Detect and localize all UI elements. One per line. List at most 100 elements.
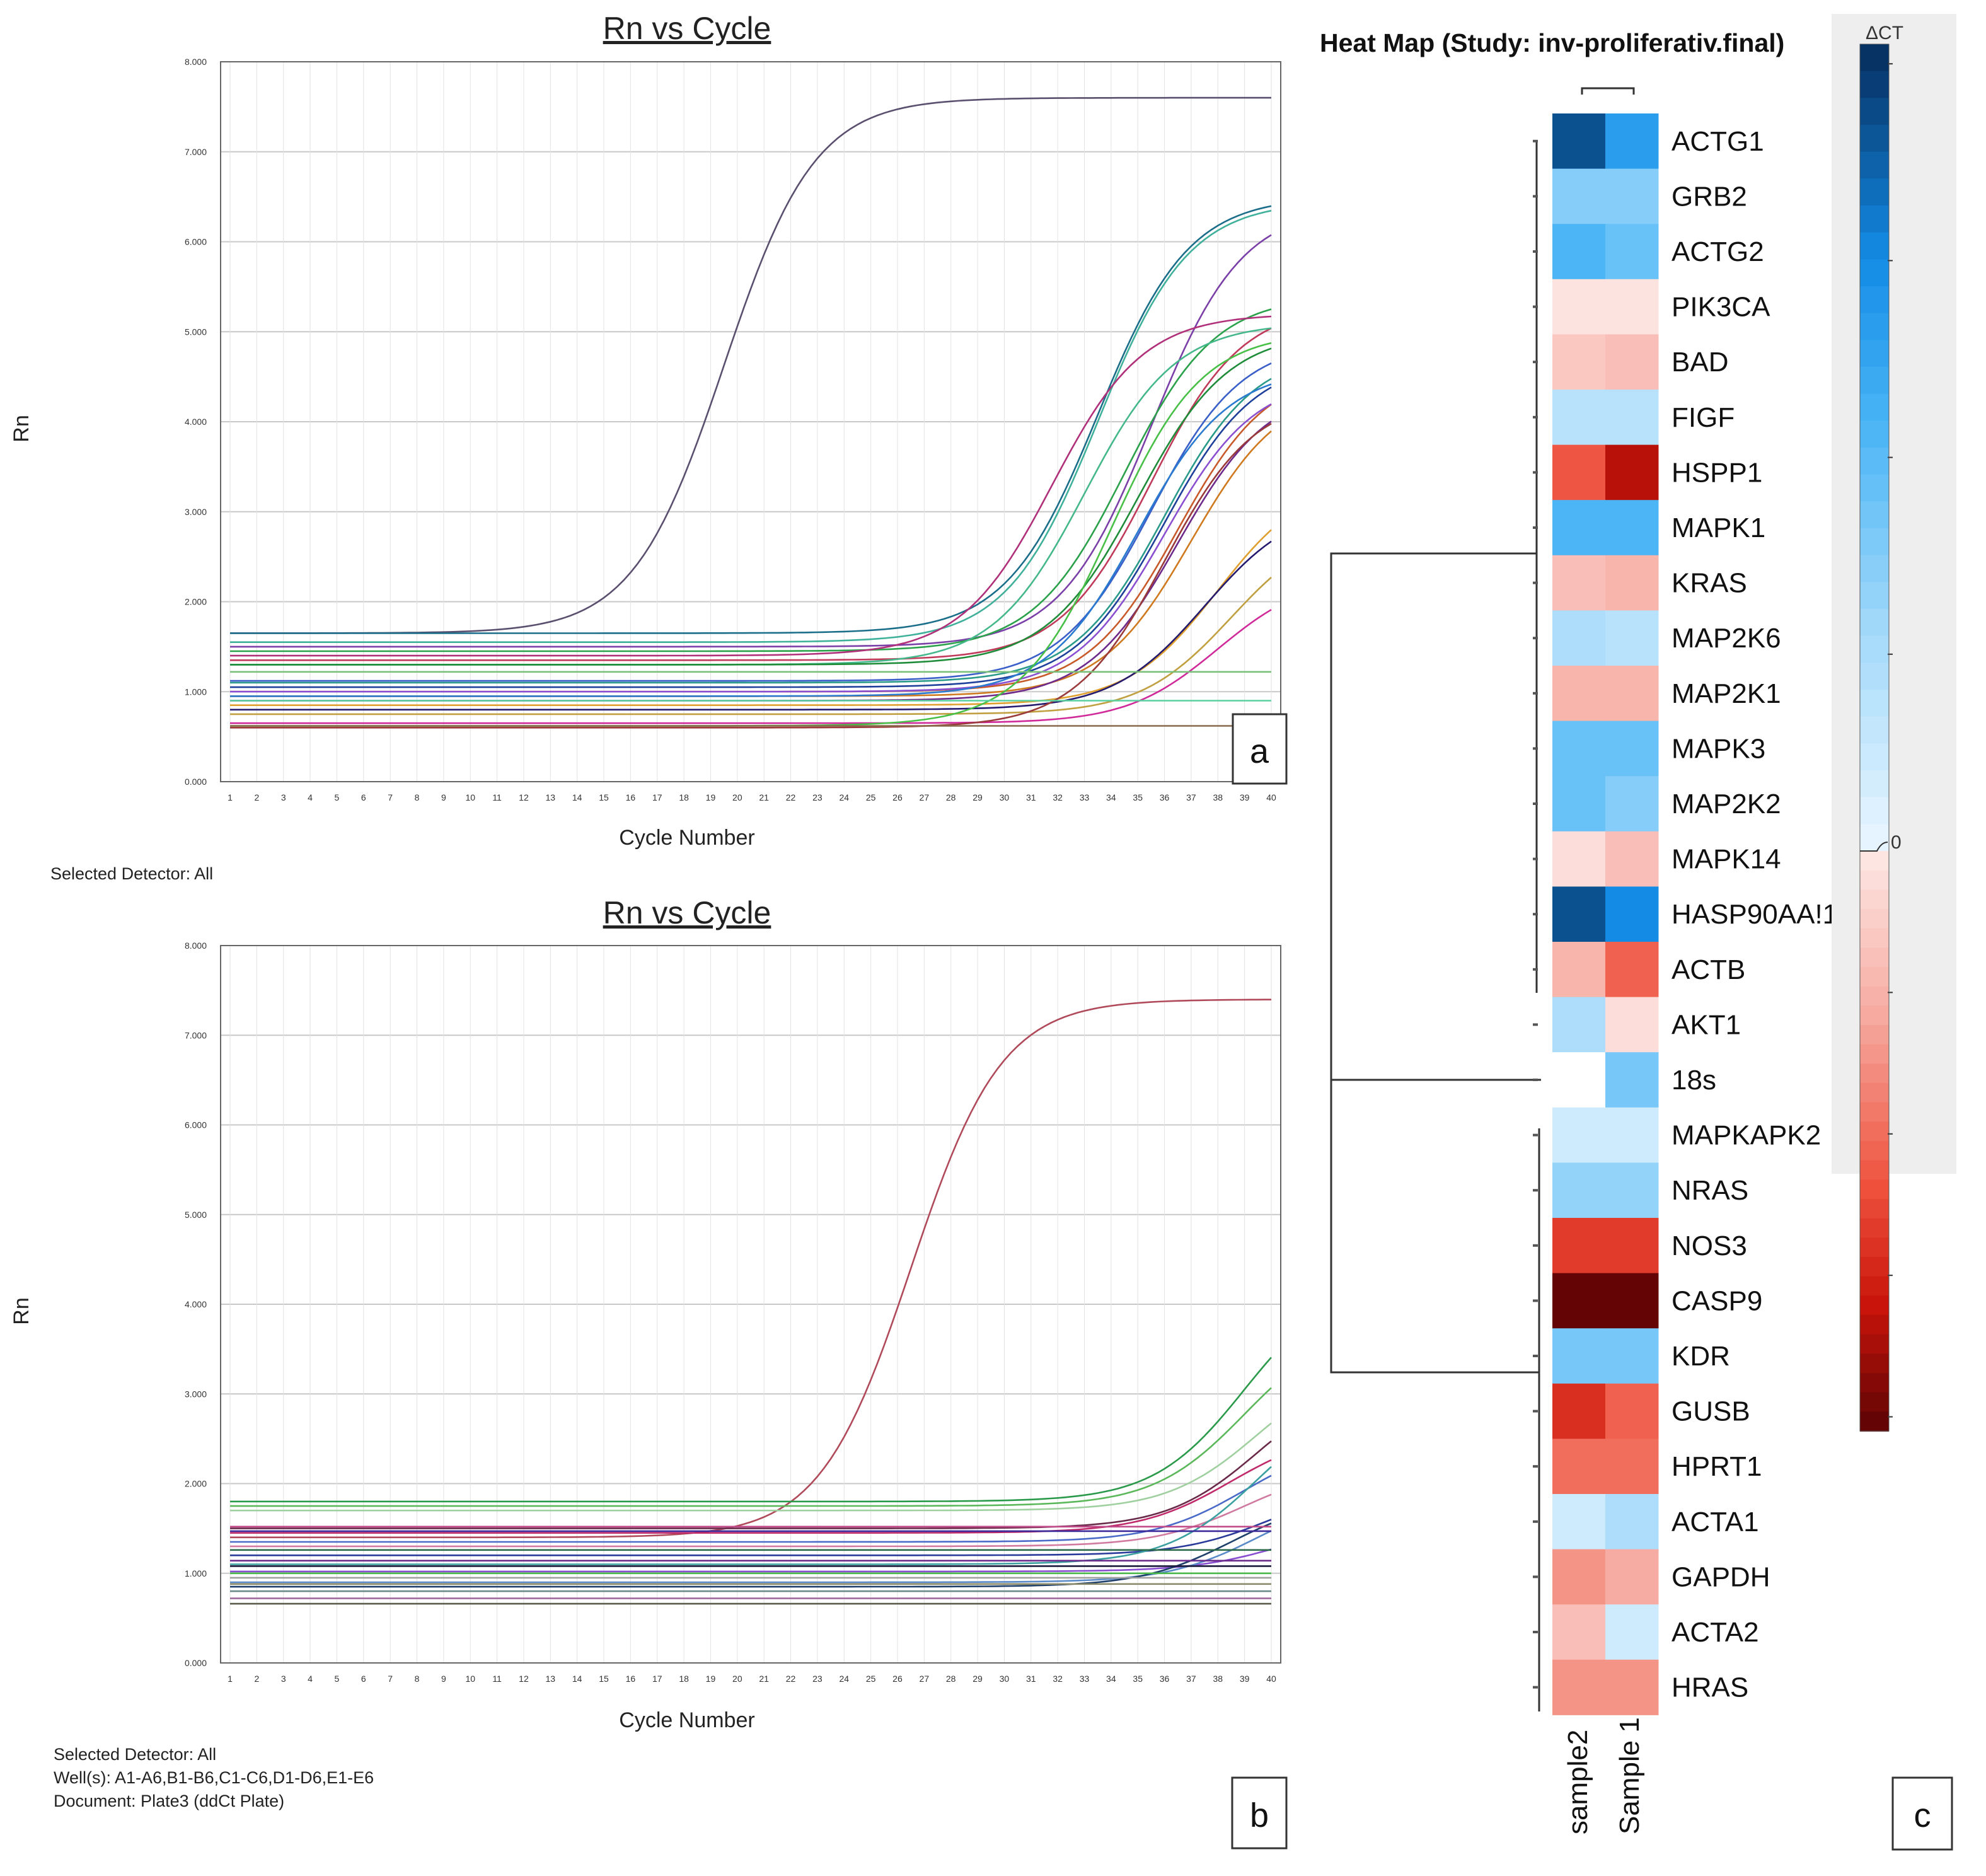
colorbar-segment-negative xyxy=(1860,947,1889,968)
x-tick-label: 23 xyxy=(812,1674,823,1684)
heatmap-cell xyxy=(1552,831,1606,887)
x-tick-label: 10 xyxy=(465,1674,475,1684)
series-line-2 xyxy=(230,1357,1272,1503)
x-tick-label: 15 xyxy=(599,792,609,802)
x-tick-label: 37 xyxy=(1186,792,1196,802)
colorbar-segment-negative xyxy=(1860,1411,1889,1432)
heatmap-cell xyxy=(1605,555,1659,611)
series-line-17 xyxy=(230,420,1272,702)
x-tick-label: 3 xyxy=(281,792,286,802)
colorbar-segment-negative xyxy=(1860,1102,1889,1123)
heatmap-cell xyxy=(1605,1273,1659,1329)
x-tick-label: 11 xyxy=(492,1674,502,1684)
x-tick-label: 7 xyxy=(388,1674,393,1684)
gene-label: MAP2K1 xyxy=(1671,678,1781,709)
x-tick-label: 14 xyxy=(572,1674,582,1684)
column-label-sample2: sample2 xyxy=(1562,1730,1593,1834)
panel-c-heatmap: Heat Map (Study: inv-proliferativ.final)… xyxy=(1320,14,1956,1851)
colorbar-segment-negative xyxy=(1860,1276,1889,1297)
gene-label: ACTG2 xyxy=(1671,236,1764,267)
x-tick-label: 19 xyxy=(706,792,716,802)
series-line-14 xyxy=(230,403,1272,693)
heatmap-row-labels: ACTG1 GRB2 ACTG2 PIK3CA BAD FIGF HSPP1 MAPK1 KRA… xyxy=(1671,126,1838,1703)
colorbar-segment-negative xyxy=(1860,1199,1889,1219)
colorbar-frame xyxy=(1859,43,1890,1432)
colorbar-segment-negative xyxy=(1860,1237,1889,1258)
colorbar-segment-negative xyxy=(1860,1257,1889,1277)
x-tick-label: 8 xyxy=(415,792,420,802)
colorbar-zero-label: 0 xyxy=(1891,832,1902,853)
heatmap-cell xyxy=(1605,390,1659,446)
x-tick-label: 13 xyxy=(546,792,556,802)
colorbar-segment-positive xyxy=(1860,232,1889,260)
gene-label: HASP90AA!1 xyxy=(1671,899,1838,930)
x-tick-label: 16 xyxy=(626,792,636,802)
heatmap-cell xyxy=(1605,776,1659,832)
colorbar-segment-negative xyxy=(1860,967,1889,987)
heatmap-cell xyxy=(1552,1439,1606,1495)
x-tick-label: 1 xyxy=(228,1674,233,1684)
panel-a-grid xyxy=(221,61,1281,782)
x-tick-label: 20 xyxy=(732,1674,742,1684)
x-tick-label: 33 xyxy=(1080,1674,1090,1684)
y-tick-label: 2.000 xyxy=(185,597,207,607)
colorbar-segment-negative xyxy=(1860,1121,1889,1142)
colorbar-segment-positive xyxy=(1860,797,1889,825)
heatmap-cell xyxy=(1552,942,1606,998)
x-tick-label: 40 xyxy=(1266,792,1276,802)
heatmap-cell xyxy=(1605,1494,1659,1550)
series-line-19 xyxy=(230,540,1272,711)
gene-label: 18s xyxy=(1671,1065,1716,1096)
series-line-13 xyxy=(230,1522,1272,1588)
colorbar-segment-positive xyxy=(1860,340,1889,368)
colorbar-segment-positive xyxy=(1860,420,1889,448)
colorbar-segment-positive xyxy=(1860,824,1889,852)
colorbar-segment-negative xyxy=(1860,986,1889,1007)
series-line-11 xyxy=(230,1548,1272,1573)
series-line-6 xyxy=(230,315,1272,657)
heatmap-cell xyxy=(1605,1383,1659,1439)
x-tick-label: 37 xyxy=(1186,1674,1196,1684)
x-tick-label: 38 xyxy=(1213,792,1223,802)
panel-b-x-ticks: 1 2 3 4 5 6 7 8 9 10 11 12 13 14 15 16 17 18 19 20 21 22 23 24 2… xyxy=(228,1674,1276,1684)
gene-label: ACTA1 xyxy=(1671,1507,1759,1537)
series-line-12 xyxy=(230,1530,1272,1584)
y-tick-label: 5.000 xyxy=(185,1210,207,1220)
x-tick-label: 17 xyxy=(652,1674,662,1684)
panel-c-label: c xyxy=(1914,1797,1931,1834)
colorbar-segment-positive xyxy=(1860,178,1889,206)
y-tick-label: 7.000 xyxy=(185,1030,207,1040)
heatmap-cell xyxy=(1605,1549,1659,1605)
x-tick-label: 24 xyxy=(839,1674,849,1684)
panel-a-label: a xyxy=(1250,732,1269,770)
x-tick-label: 29 xyxy=(973,1674,983,1684)
panel-b-footer-detector: Selected Detector: All xyxy=(54,1745,216,1764)
x-tick-label: 27 xyxy=(920,1674,930,1684)
y-tick-label: 1.000 xyxy=(185,1568,207,1578)
gene-label: ACTA2 xyxy=(1671,1617,1759,1648)
heatmap-cell xyxy=(1552,997,1606,1053)
colorbar-segment-positive xyxy=(1860,313,1889,341)
series-line-6 xyxy=(230,1459,1272,1534)
heatmap-cell xyxy=(1552,1494,1606,1550)
heatmap-cell xyxy=(1552,279,1606,335)
panel-c-label-box xyxy=(1891,1776,1953,1851)
colorbar-segment-positive xyxy=(1860,528,1889,556)
gene-label: PIK3CA xyxy=(1671,292,1770,323)
panel-a-title: Rn vs Cycle xyxy=(603,11,771,46)
gene-label: MAP2K2 xyxy=(1671,789,1781,819)
gene-label: BAD xyxy=(1671,347,1728,378)
gene-label: MAPK14 xyxy=(1671,844,1781,875)
colorbar-segment-positive xyxy=(1860,635,1889,664)
series-line-9 xyxy=(230,347,1272,666)
x-tick-label: 23 xyxy=(812,792,823,802)
heatmap-cell xyxy=(1552,1549,1606,1605)
heatmap-cell xyxy=(1605,113,1659,170)
x-tick-label: 8 xyxy=(415,1674,420,1684)
colorbar-segment-positive xyxy=(1860,716,1889,744)
gene-label: HSPP1 xyxy=(1671,457,1762,488)
gene-label: HPRT1 xyxy=(1671,1451,1762,1482)
colorbar-segment-positive xyxy=(1860,151,1889,180)
panel-b-title: Rn vs Cycle xyxy=(603,895,771,930)
gene-label: KRAS xyxy=(1671,568,1747,599)
